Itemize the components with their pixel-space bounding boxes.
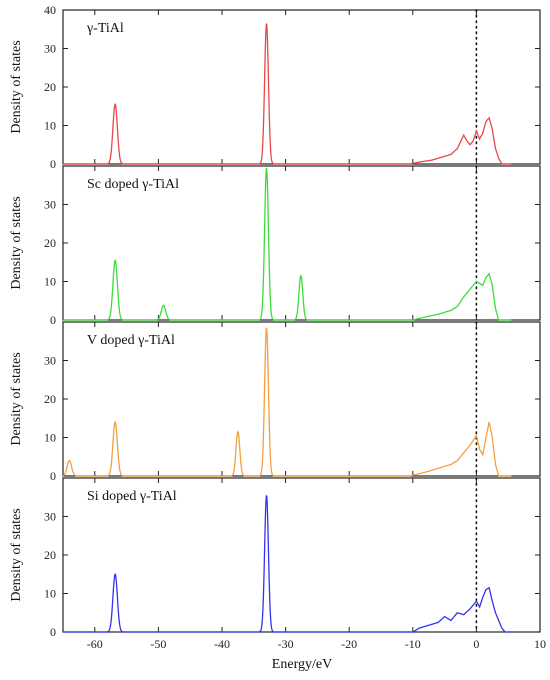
y-tick-label: 0 [50, 313, 56, 327]
panel-4: 0 10 20 30 Si doped γ-TiAl Density of states [9, 477, 541, 639]
dos-curve-1 [63, 23, 512, 165]
y-axis-label: Density of states [9, 196, 24, 289]
y-tick-label: 20 [44, 392, 56, 406]
y-tick-label: 10 [44, 587, 56, 601]
panels-group: 0 10 20 30 40 γ-TiAl Density of states 0 10 20 30 S… [9, 3, 541, 639]
y-axis-label: Density of states [9, 508, 24, 601]
y-tick-label: 0 [50, 469, 56, 483]
x-tick-label: -60 [87, 637, 103, 651]
y-tick-label: 20 [44, 548, 56, 562]
x-axis: -60 -50 -40 -30 -20 -10 0 10 [87, 637, 546, 651]
panel-3: 0 10 20 30 V doped γ-TiAl Density of states [9, 321, 541, 483]
panel-1: 0 10 20 30 40 γ-TiAl Density of states [9, 3, 541, 171]
y-axis-label: Density of states [9, 352, 24, 445]
x-tick-label: -50 [150, 637, 166, 651]
y-tick-label: 30 [44, 42, 56, 56]
x-tick-label: -10 [405, 637, 421, 651]
y-tick-label: 20 [44, 80, 56, 94]
panel-title: γ-TiAl [86, 21, 124, 36]
x-axis-label: Energy/eV [272, 657, 332, 672]
panel-title: Si doped γ-TiAl [87, 489, 177, 504]
y-tick-label: 10 [44, 275, 56, 289]
x-tick-label: -20 [341, 637, 357, 651]
y-tick-label: 20 [44, 236, 56, 250]
dos-curve-3 [62, 327, 512, 477]
y-tick-label: 30 [44, 198, 56, 212]
y-tick-label: 30 [44, 354, 56, 368]
y-tick-label: 40 [44, 3, 56, 17]
panel-title: Sc doped γ-TiAl [87, 177, 179, 192]
x-tick-label: 10 [534, 637, 546, 651]
y-tick-label: 0 [50, 625, 56, 639]
x-tick-label: 0 [473, 637, 479, 651]
y-axis-label: Density of states [9, 40, 24, 133]
panel-2: 0 10 20 30 Sc doped γ-TiAl Density of states [9, 165, 541, 327]
y-tick-label: 10 [44, 431, 56, 445]
x-tick-label: -40 [214, 637, 230, 651]
y-tick-label: 10 [44, 119, 56, 133]
dos-curve-2 [63, 167, 512, 321]
y-tick-label: 0 [50, 157, 56, 171]
x-tick-label: -30 [278, 637, 294, 651]
panel-title: V doped γ-TiAl [87, 333, 175, 348]
dos-curve-4 [63, 495, 512, 633]
y-tick-label: 30 [44, 510, 56, 524]
